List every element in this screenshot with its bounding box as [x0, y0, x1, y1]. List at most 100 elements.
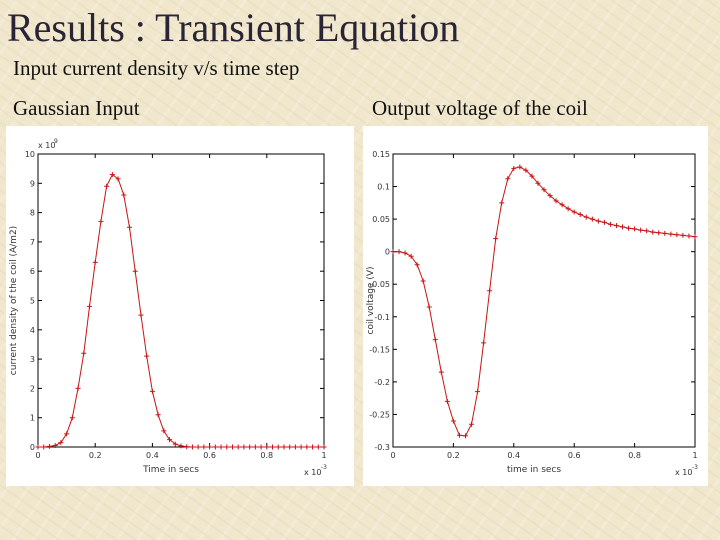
data-point: [132, 268, 138, 274]
y-tick-label: 3: [30, 355, 35, 364]
data-point: [46, 443, 52, 449]
x-tick-label: 0.2: [447, 451, 460, 460]
data-point: [270, 444, 276, 450]
data-point: [235, 444, 241, 450]
x-tick-label: 0.6: [568, 451, 581, 460]
data-point: [127, 224, 133, 230]
x-axis-label: Time in secs: [142, 465, 199, 475]
data-point: [414, 262, 420, 268]
data-point: [104, 183, 110, 189]
x-tick-label: 0.6: [203, 451, 216, 460]
data-point: [426, 304, 432, 310]
data-point: [310, 444, 316, 450]
data-point: [541, 187, 547, 193]
y-tick-label: 0: [30, 443, 35, 452]
x-tick-label: 0.4: [507, 451, 520, 460]
data-point: [613, 223, 619, 229]
data-point: [75, 385, 81, 391]
data-point: [559, 202, 565, 208]
data-point: [626, 225, 632, 231]
data-point: [674, 232, 680, 238]
data-point: [315, 444, 321, 450]
data-point: [505, 176, 511, 182]
data-point: [275, 444, 281, 450]
data-point: [450, 418, 456, 424]
data-point: [680, 232, 686, 238]
data-point: [52, 443, 58, 449]
data-point: [184, 444, 190, 450]
data-point: [69, 415, 75, 421]
data-point: [178, 443, 184, 449]
y-tick-label: 0.05: [372, 215, 390, 224]
data-point: [529, 173, 535, 179]
data-point: [241, 444, 247, 450]
y-tick-label: 8: [30, 209, 35, 218]
data-point: [390, 249, 396, 255]
data-point: [321, 444, 327, 450]
data-point: [304, 444, 310, 450]
x-multiplier-exponent: -3: [692, 464, 698, 471]
data-point: [115, 176, 121, 182]
gaussian-input-label: Gaussian Input: [13, 96, 140, 120]
y-axis-label: current density of the coil (A/m2): [9, 226, 19, 375]
slide-subtitle: Input current density v/s time step: [13, 56, 300, 80]
data-point: [98, 218, 104, 224]
data-point: [86, 303, 92, 309]
data-point: [201, 444, 207, 450]
x-multiplier-exponent: -3: [321, 464, 327, 471]
data-point: [475, 389, 481, 395]
data-point: [292, 444, 298, 450]
coil-voltage-chart: 0 0.2 0.4 0.6 0.8 1 -0.3 -0.25 -0.2 -0.15 -0.1 -0.0…: [366, 150, 698, 477]
data-point: [650, 229, 656, 235]
data-point: [644, 228, 650, 234]
y-tick-label: 2: [30, 384, 35, 393]
x-tick-label: 1: [321, 451, 326, 460]
data-point: [58, 440, 64, 446]
data-point: [487, 288, 493, 294]
data-point: [252, 444, 258, 450]
y-tick-label: 0.1: [377, 183, 390, 192]
x-tick-label: 0: [390, 451, 395, 460]
x-tick-label: 0.4: [146, 451, 159, 460]
data-point: [662, 230, 668, 236]
x-tick-label: 0.8: [260, 451, 273, 460]
plot-area: [37, 153, 325, 448]
y-tick-label: 0: [385, 248, 390, 257]
data-point: [138, 312, 144, 318]
x-multiplier-label: x 10: [304, 468, 321, 477]
data-point: [229, 444, 235, 450]
x-tick-label: 0: [35, 451, 40, 460]
data-point: [167, 437, 173, 443]
x-multiplier-label: x 10: [675, 468, 692, 477]
y-tick-label: -0.2: [374, 378, 390, 387]
data-point: [121, 192, 127, 198]
data-point: [469, 421, 475, 427]
data-point: [481, 340, 487, 346]
data-point: [287, 444, 293, 450]
data-point: [438, 369, 444, 375]
data-point: [553, 198, 559, 204]
y-tick-label: 1: [30, 414, 35, 423]
y-tick-label: -0.3: [374, 443, 390, 452]
data-point: [517, 164, 523, 170]
data-point: [535, 180, 541, 186]
y-tick-label: -0.25: [369, 410, 390, 419]
data-point: [511, 165, 517, 171]
data-point: [656, 230, 662, 236]
data-point: [456, 432, 462, 438]
y-tick-label: 5: [30, 297, 35, 306]
data-point: [155, 412, 161, 418]
y-tick-label: 6: [30, 267, 35, 276]
data-point: [144, 353, 150, 359]
output-voltage-label: Output voltage of the coil: [372, 96, 588, 120]
y-axis-label: coil voltage (V): [366, 267, 376, 335]
y-tick-label: 10: [25, 150, 35, 159]
data-point: [218, 444, 224, 450]
data-point: [601, 219, 607, 225]
data-point: [420, 278, 426, 284]
data-point: [149, 388, 155, 394]
data-point: [207, 444, 213, 450]
data-point: [692, 234, 698, 240]
data-point: [172, 441, 178, 447]
